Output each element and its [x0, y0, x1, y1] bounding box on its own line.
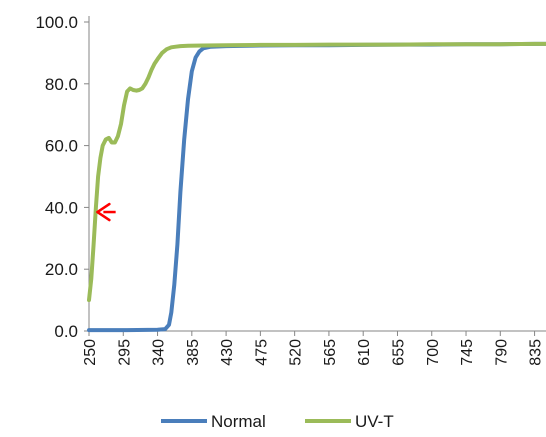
x-tick-label: 565: [322, 339, 339, 366]
y-tick-label: 60.0: [45, 137, 78, 156]
series-lines: [87, 41, 546, 333]
series-line-uv-t: [87, 41, 546, 303]
y-tick-label: 0.0: [54, 322, 78, 341]
annotations: [96, 202, 116, 222]
series-line-normal: [87, 41, 546, 333]
legend-label: UV-T: [355, 412, 394, 431]
x-tick-label: 610: [356, 339, 373, 366]
x-tick-label: 520: [288, 339, 305, 366]
y-tick-label: 100.0: [35, 13, 78, 32]
x-tick-label: 655: [390, 339, 407, 366]
legend-label: Normal: [211, 412, 266, 431]
y-tick-label: 40.0: [45, 198, 78, 217]
y-tick-label: 20.0: [45, 260, 78, 279]
y-tick-label: 80.0: [45, 75, 78, 94]
x-tick-label: 745: [459, 339, 476, 366]
x-tick-label: 385: [185, 339, 202, 366]
tick-labels: 0.0 20.0 40.0 60.0 80.0 100.0 250 295 340 385 430 4…: [35, 13, 544, 366]
red-arrow-head: [96, 202, 111, 222]
x-tick-label: 475: [253, 339, 270, 366]
x-tick-label: 295: [116, 339, 133, 366]
legend: Normal UV-T: [161, 412, 394, 431]
x-tick-label: 700: [425, 339, 442, 366]
x-tick-label: 250: [82, 339, 99, 366]
x-tick-label: 340: [151, 339, 168, 366]
x-tick-label: 835: [528, 339, 545, 366]
x-tick-label: 790: [493, 339, 510, 366]
x-tick-label: 430: [219, 339, 236, 366]
